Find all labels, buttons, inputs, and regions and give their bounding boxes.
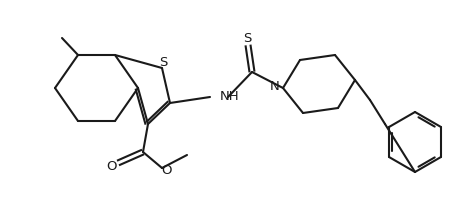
Text: O: O <box>162 164 172 176</box>
Text: S: S <box>243 31 251 45</box>
Text: N: N <box>270 81 280 93</box>
Text: NH: NH <box>220 90 240 104</box>
Text: O: O <box>107 160 117 172</box>
Text: S: S <box>159 55 167 69</box>
